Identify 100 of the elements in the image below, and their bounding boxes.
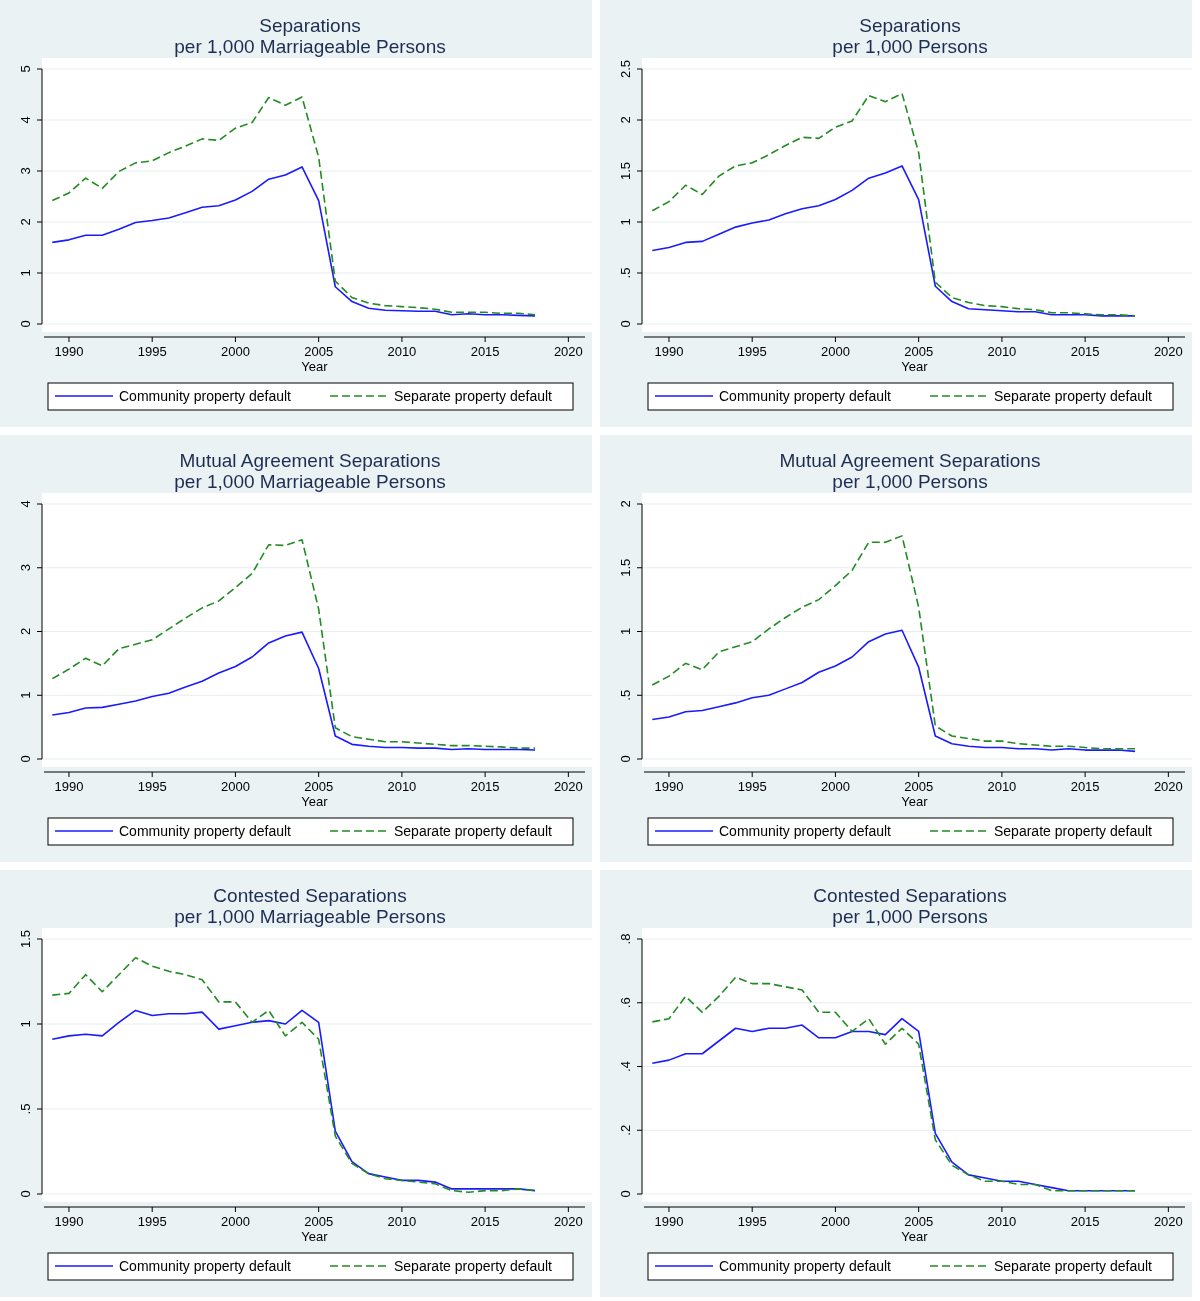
y-tick-label: 0 — [18, 320, 33, 328]
chart-subtitle: per 1,000 Persons — [832, 36, 988, 57]
y-tick-label: 2 — [618, 500, 633, 508]
x-tick-label: 2010 — [987, 344, 1017, 359]
chart-subtitle: per 1,000 Persons — [832, 471, 988, 492]
x-tick-label: 2020 — [1153, 1214, 1183, 1229]
legend-label: Community property default — [119, 388, 292, 404]
y-tick-label: 0 — [618, 320, 633, 328]
legend-label: Separate property default — [994, 823, 1153, 839]
y-tick-label: .5 — [618, 689, 633, 701]
y-tick-label: .4 — [618, 1061, 633, 1072]
y-tick-label: .8 — [618, 933, 633, 945]
x-tick-label: 1995 — [137, 779, 167, 794]
legend-label: Community property default — [119, 823, 292, 839]
x-tick-label: 1990 — [654, 779, 684, 794]
y-tick-label: 1.5 — [618, 161, 633, 181]
line-series — [51, 96, 536, 316]
y-tick-label: 1 — [18, 269, 33, 277]
x-tick-label: 1990 — [654, 344, 684, 359]
line-series — [651, 535, 1136, 750]
x-tick-label: 2010 — [387, 344, 417, 359]
y-tick-label: 2 — [618, 116, 633, 124]
x-axis-title: Year — [301, 1229, 329, 1244]
y-tick-label: 0 — [18, 1190, 33, 1198]
x-tick-label: 2005 — [904, 344, 934, 359]
x-tick-label: 1995 — [137, 344, 167, 359]
x-tick-label: 2015 — [1070, 779, 1100, 794]
y-tick-label: 5 — [18, 65, 33, 73]
y-tick-label: 1 — [18, 1020, 33, 1028]
legend-label: Separate property default — [994, 388, 1153, 404]
legend-label: Separate property default — [394, 388, 553, 404]
x-tick-label: 2010 — [987, 779, 1017, 794]
chart-subtitle: per 1,000 Persons — [832, 906, 988, 927]
x-tick-label: 2020 — [1153, 779, 1183, 794]
x-axis-title: Year — [901, 359, 929, 374]
line-series — [651, 629, 1136, 753]
chart-title: Mutual Agreement Separations — [179, 450, 441, 471]
x-tick-label: 2020 — [553, 344, 583, 359]
y-tick-label: .2 — [618, 1124, 633, 1136]
x-tick-label: 2010 — [987, 1214, 1017, 1229]
x-tick-label: 2005 — [904, 779, 934, 794]
y-tick-label: 2 — [18, 627, 33, 636]
x-tick-label: 2000 — [820, 344, 850, 359]
x-tick-label: 1990 — [54, 344, 84, 359]
legend-label: Separate property default — [994, 1258, 1153, 1274]
chart-title: Contested Separations — [213, 885, 407, 906]
x-tick-label: 1995 — [737, 779, 767, 794]
y-tick-label: 0 — [18, 755, 33, 763]
y-tick-label: 2 — [18, 218, 33, 226]
y-tick-label: 0 — [618, 1190, 633, 1198]
chart-title: Mutual Agreement Separations — [779, 450, 1041, 471]
x-tick-label: 2005 — [904, 1214, 934, 1229]
chart-title: Separations — [259, 15, 361, 36]
x-tick-label: 1995 — [137, 1214, 167, 1229]
line-series — [651, 92, 1136, 317]
y-tick-label: 1.5 — [618, 558, 633, 577]
chart-title: Contested Separations — [813, 885, 1007, 906]
x-tick-label: 1995 — [737, 344, 767, 359]
x-axis-title: Year — [901, 1229, 929, 1244]
x-tick-label: 1990 — [654, 1214, 684, 1229]
x-axis-title: Year — [301, 794, 329, 809]
x-tick-label: 1990 — [54, 1214, 84, 1229]
x-tick-label: 2000 — [220, 1214, 250, 1229]
x-tick-label: 2015 — [1070, 1214, 1100, 1229]
legend-label: Community property default — [719, 1258, 892, 1274]
legend-label: Community property default — [719, 388, 892, 404]
line-series — [51, 631, 536, 751]
x-tick-label: 2010 — [387, 779, 417, 794]
x-tick-label: 2015 — [470, 344, 500, 359]
x-axis-title: Year — [301, 359, 329, 374]
x-tick-label: 1995 — [737, 1214, 767, 1229]
line-series — [51, 956, 536, 1194]
line-series — [51, 166, 536, 317]
chart-subtitle: per 1,000 Marriageable Persons — [174, 36, 446, 57]
y-tick-label: 3 — [18, 564, 33, 572]
y-tick-label: 1 — [618, 627, 633, 636]
x-tick-label: 1990 — [54, 779, 84, 794]
legend-label: Community property default — [719, 823, 892, 839]
line-series — [651, 976, 1136, 1192]
x-tick-label: 2000 — [820, 779, 850, 794]
x-tick-label: 2000 — [220, 344, 250, 359]
x-tick-label: 2020 — [1153, 344, 1183, 359]
x-tick-label: 2020 — [553, 779, 583, 794]
y-tick-label: 0 — [618, 755, 633, 763]
y-tick-label: 3 — [18, 167, 33, 175]
line-series — [51, 1009, 536, 1192]
y-tick-label: 1 — [18, 691, 33, 699]
x-tick-label: 2020 — [553, 1214, 583, 1229]
x-tick-label: 2000 — [220, 779, 250, 794]
legend-label: Separate property default — [394, 1258, 553, 1274]
x-tick-label: 2005 — [304, 1214, 334, 1229]
x-tick-label: 2015 — [1070, 344, 1100, 359]
y-tick-label: 4 — [18, 116, 33, 124]
line-series — [51, 538, 536, 749]
line-series — [651, 165, 1136, 317]
y-tick-label: 4 — [18, 500, 33, 508]
y-tick-label: .6 — [618, 997, 633, 1009]
x-tick-label: 2010 — [387, 1214, 417, 1229]
chart-title: Separations — [859, 15, 961, 36]
y-tick-label: 1 — [618, 218, 633, 226]
